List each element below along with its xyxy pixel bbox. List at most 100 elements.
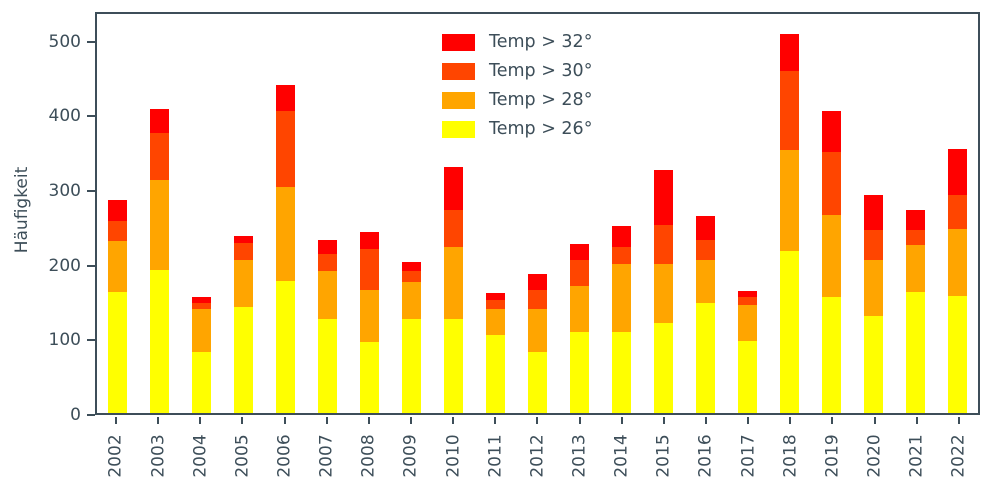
y-tick-mark (87, 264, 95, 267)
bar-segment (108, 292, 128, 413)
y-tick-label: 500 (48, 31, 81, 52)
legend-item: Temp > 28° (442, 90, 592, 110)
x-tick-mark (915, 417, 918, 424)
x-tick-label: 2022 (948, 434, 969, 478)
bar-segment (444, 247, 464, 319)
stacked-bar-2015 (653, 170, 673, 413)
bar-segment (569, 332, 589, 413)
bar-segment (569, 260, 589, 287)
bar-segment (863, 260, 883, 316)
x-tick-label: 2021 (906, 434, 927, 478)
bar-segment (737, 304, 757, 341)
bar-segment (779, 33, 799, 72)
bar-slot-2019 (810, 14, 852, 413)
x-tick-label: 2002 (106, 434, 127, 478)
x-tick-mark (325, 417, 328, 424)
stacked-bar-2020 (863, 195, 883, 413)
bar-slot-2011 (475, 14, 517, 413)
bar-slot-2004 (181, 14, 223, 413)
bar-segment (150, 180, 170, 270)
plot-area: Temp > 32° Temp > 30° Temp > 28° Temp > 26° (95, 12, 980, 415)
x-tick-mark (283, 417, 286, 424)
bar-segment (653, 323, 673, 413)
x-tick-slot: 2002 (95, 415, 137, 495)
x-tick-slot: 2012 (516, 415, 558, 495)
x-tick-label: 2013 (569, 434, 590, 478)
bar-segment (108, 241, 128, 293)
stacked-bar-2003 (150, 108, 170, 413)
legend-swatch (442, 91, 475, 109)
x-tick-label: 2008 (358, 434, 379, 478)
bar-slot-2009 (391, 14, 433, 413)
bar-segment (947, 195, 967, 229)
bar-segment (821, 215, 841, 298)
stacked-bar-2005 (234, 236, 254, 413)
x-tick-label: 2006 (274, 434, 295, 478)
bar-segment (821, 297, 841, 413)
legend-label: Temp > 28° (489, 90, 593, 110)
stacked-bar-2016 (695, 216, 715, 413)
bar-segment (905, 230, 925, 246)
bar-slot-2022 (936, 14, 978, 413)
bar-slot-2014 (600, 14, 642, 413)
bar-segment (318, 318, 338, 413)
x-tick-mark (957, 417, 960, 424)
y-tick-label: 0 (70, 405, 81, 425)
x-tick-label: 2005 (232, 434, 253, 478)
legend-label: Temp > 26° (489, 119, 593, 139)
legend-swatch (442, 33, 475, 51)
bar-segment (360, 342, 380, 413)
bar-segment (695, 216, 715, 240)
bar-segment (276, 110, 296, 187)
stacked-bar-2004 (192, 297, 212, 413)
bar-segment (276, 84, 296, 111)
bar-segment (234, 242, 254, 261)
y-tick-label: 100 (48, 330, 81, 351)
bars-container (97, 14, 978, 413)
y-tick-mark (87, 414, 95, 416)
stacked-bar-2019 (821, 110, 841, 413)
bar-segment (528, 308, 547, 352)
bar-slot-2016 (684, 14, 726, 413)
bar-segment (653, 263, 673, 324)
bar-segment (863, 230, 883, 261)
y-tick-label: 200 (48, 255, 81, 276)
bar-segment (611, 332, 631, 413)
x-tick-mark (241, 417, 244, 424)
bar-segment (276, 186, 296, 281)
y-tick-mark (87, 115, 95, 118)
stacked-bar-2012 (528, 274, 547, 413)
bar-segment (276, 280, 296, 413)
x-tick-slot: 2004 (179, 415, 221, 495)
bar-segment (108, 200, 128, 222)
bar-segment (947, 148, 967, 196)
bar-segment (905, 292, 925, 413)
bar-segment (695, 260, 715, 304)
stacked-bar-2009 (402, 262, 422, 413)
bar-segment (402, 271, 422, 283)
x-tick-label: 2007 (316, 434, 337, 478)
stacked-bar-2013 (569, 244, 589, 413)
bar-slot-2017 (726, 14, 768, 413)
bar-segment (318, 239, 338, 255)
bar-slot-2015 (642, 14, 684, 413)
x-tick-slot: 2003 (137, 415, 179, 495)
x-tick-slot: 2014 (601, 415, 643, 495)
bar-segment (779, 251, 799, 413)
x-tick-mark (367, 417, 370, 424)
bar-segment (947, 228, 967, 296)
x-tick-slot: 2005 (221, 415, 263, 495)
stacked-bar-2002 (108, 200, 128, 413)
x-tick-slot: 2015 (643, 415, 685, 495)
x-tick-mark (452, 417, 455, 424)
stacked-bar-2022 (947, 148, 967, 413)
y-tick-label: 400 (48, 106, 81, 127)
bar-segment (360, 248, 380, 290)
bar-segment (528, 351, 547, 413)
bar-segment (863, 195, 883, 231)
bar-slot-2003 (139, 14, 181, 413)
bar-segment (737, 340, 757, 413)
x-tick-label: 2004 (190, 434, 211, 478)
x-tick-slot: 2020 (854, 415, 896, 495)
legend-item: Temp > 30° (442, 61, 592, 81)
